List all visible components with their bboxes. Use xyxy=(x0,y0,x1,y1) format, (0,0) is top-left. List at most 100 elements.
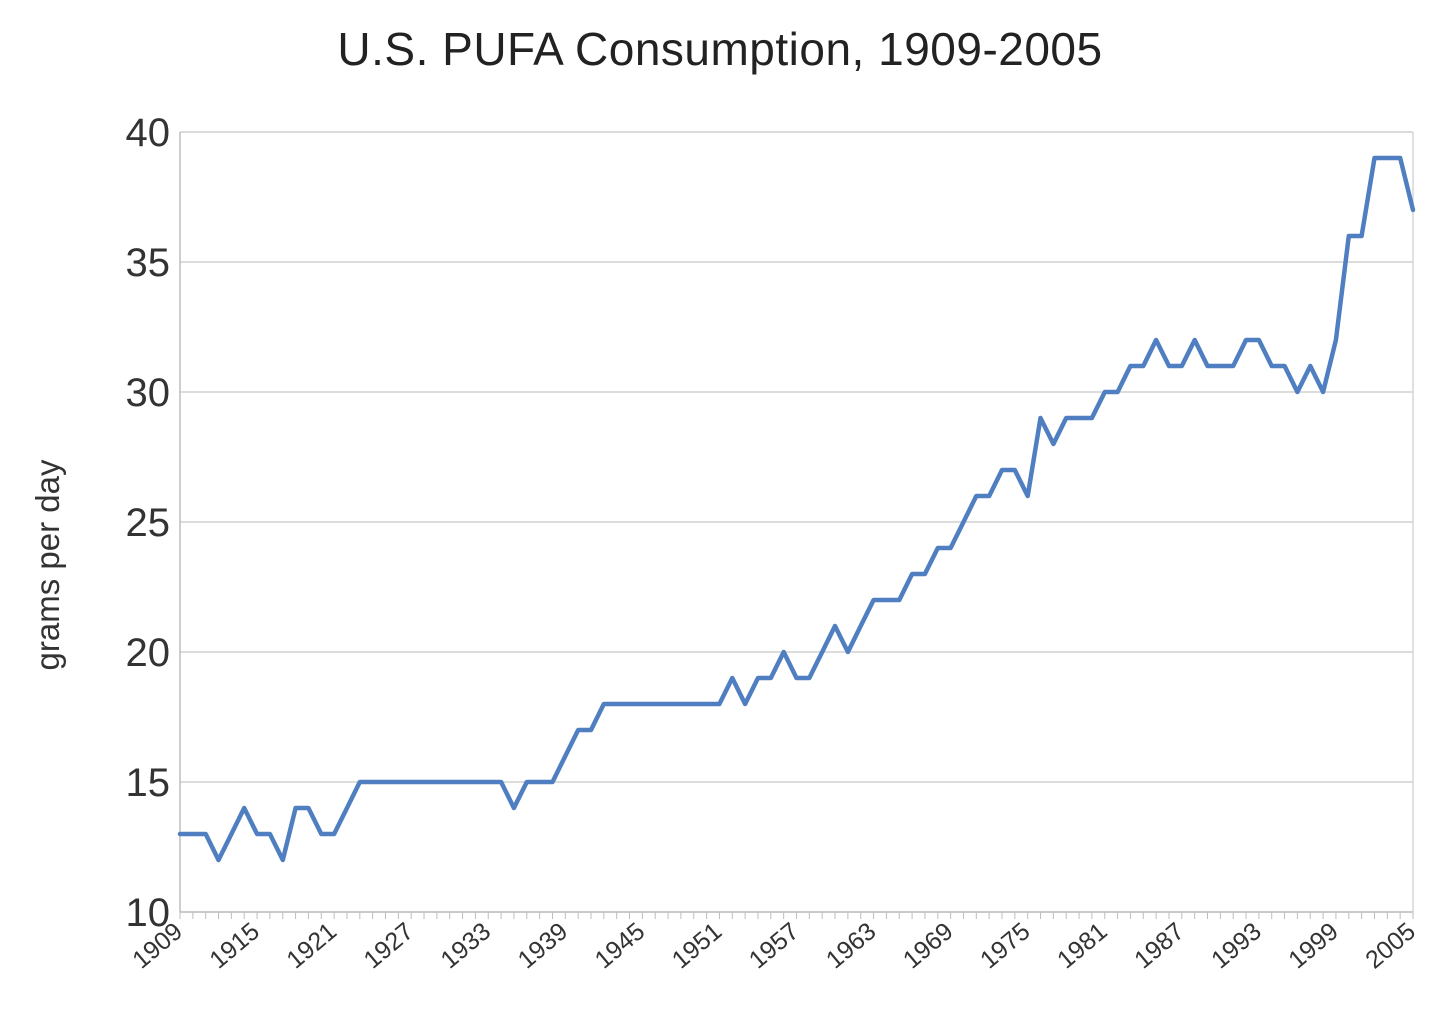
data-point-1988 xyxy=(1193,339,1196,342)
data-point-1930 xyxy=(448,781,451,784)
data-point-1949 xyxy=(692,703,695,706)
data-point-1950 xyxy=(705,703,708,706)
data-point-1935 xyxy=(512,807,515,810)
data-point-2005 xyxy=(1412,209,1415,212)
data-point-1913 xyxy=(230,833,233,836)
series-line-0 xyxy=(177,155,1416,863)
data-point-1993 xyxy=(1257,339,1260,342)
data-point-1917 xyxy=(281,859,284,862)
data-point-1940 xyxy=(577,729,580,732)
data-point-1912 xyxy=(217,859,220,862)
data-point-1990 xyxy=(1219,365,1222,368)
data-point-1960 xyxy=(834,625,837,628)
data-point-1923 xyxy=(358,781,361,784)
x-tick-label-1993: 1993 xyxy=(1206,917,1267,974)
data-point-1918 xyxy=(294,807,297,810)
data-point-1911 xyxy=(204,833,207,836)
data-point-1957 xyxy=(795,677,798,680)
data-point-1952 xyxy=(731,677,734,680)
data-point-1970 xyxy=(962,521,965,524)
series-layer xyxy=(177,155,1416,863)
data-point-2002 xyxy=(1373,157,1376,160)
data-point-1985 xyxy=(1155,339,1158,342)
y-tick-label-30: 30 xyxy=(126,371,171,415)
axes xyxy=(179,132,1414,919)
y-tick-label-15: 15 xyxy=(126,761,171,805)
data-point-2000 xyxy=(1347,235,1350,238)
data-point-2004 xyxy=(1399,157,1402,160)
data-point-1963 xyxy=(872,599,875,602)
data-point-1958 xyxy=(808,677,811,680)
grid-lines xyxy=(180,131,1413,913)
data-point-1914 xyxy=(243,807,246,810)
data-point-1986 xyxy=(1167,365,1170,368)
data-point-1931 xyxy=(461,781,464,784)
x-tick-label-1927: 1927 xyxy=(358,917,419,974)
data-point-1989 xyxy=(1206,365,1209,368)
y-tick-label-25: 25 xyxy=(126,501,171,545)
data-point-1927 xyxy=(410,781,413,784)
data-point-1971 xyxy=(975,495,978,498)
x-tick-label-1969: 1969 xyxy=(898,917,959,974)
data-point-1982 xyxy=(1116,391,1119,394)
y-tick-labels: 10 15 20 25 30 35 40 xyxy=(126,111,171,935)
data-point-1980 xyxy=(1090,417,1093,420)
data-point-1955 xyxy=(769,677,772,680)
data-point-1916 xyxy=(268,833,271,836)
data-point-1995 xyxy=(1283,365,1286,368)
data-point-2001 xyxy=(1360,235,1363,238)
data-point-1919 xyxy=(307,807,310,810)
data-point-1942 xyxy=(602,703,605,706)
data-point-1979 xyxy=(1078,417,1081,420)
data-point-1973 xyxy=(1001,469,1004,472)
data-point-1964 xyxy=(885,599,888,602)
data-point-1944 xyxy=(628,703,631,706)
data-point-1984 xyxy=(1142,365,1145,368)
y-tick-label-10: 10 xyxy=(126,891,171,935)
x-tick-label-1963: 1963 xyxy=(821,917,882,974)
data-point-1926 xyxy=(397,781,400,784)
x-tick-label-2005: 2005 xyxy=(1360,917,1421,974)
data-point-1954 xyxy=(756,677,759,680)
data-point-1922 xyxy=(345,807,348,810)
x-tick-label-1945: 1945 xyxy=(590,917,651,974)
data-point-1921 xyxy=(333,833,336,836)
data-point-1920 xyxy=(320,833,323,836)
data-point-1943 xyxy=(615,703,618,706)
data-point-1974 xyxy=(1013,469,1016,472)
data-point-1975 xyxy=(1026,495,1029,498)
data-point-1978 xyxy=(1065,417,1068,420)
data-point-1929 xyxy=(435,781,438,784)
data-point-1977 xyxy=(1052,443,1055,446)
data-point-1956 xyxy=(782,651,785,654)
data-point-1965 xyxy=(898,599,901,602)
data-point-1948 xyxy=(679,703,682,706)
data-point-1991 xyxy=(1232,365,1235,368)
y-tick-label-20: 20 xyxy=(126,631,171,675)
x-tick-label-1975: 1975 xyxy=(975,917,1036,974)
data-point-1998 xyxy=(1322,391,1325,394)
x-tick-label-1981: 1981 xyxy=(1052,917,1113,974)
data-point-1994 xyxy=(1270,365,1273,368)
data-point-1969 xyxy=(949,547,952,550)
data-point-1925 xyxy=(384,781,387,784)
y-tick-label-35: 35 xyxy=(126,241,171,285)
data-point-1967 xyxy=(923,573,926,576)
data-point-1983 xyxy=(1129,365,1132,368)
x-tick-label-1939: 1939 xyxy=(513,917,574,974)
data-point-1951 xyxy=(718,703,721,706)
data-point-1941 xyxy=(590,729,593,732)
data-point-1945 xyxy=(641,703,644,706)
data-point-1946 xyxy=(654,703,657,706)
x-tick-label-1921: 1921 xyxy=(281,917,342,974)
x-tick-label-1915: 1915 xyxy=(204,917,265,974)
data-point-1981 xyxy=(1103,391,1106,394)
data-point-1992 xyxy=(1245,339,1248,342)
data-point-1987 xyxy=(1180,365,1183,368)
data-point-1938 xyxy=(551,781,554,784)
data-point-1924 xyxy=(371,781,374,784)
data-point-1959 xyxy=(821,651,824,654)
data-point-1909 xyxy=(179,833,182,836)
data-point-1934 xyxy=(500,781,503,784)
data-point-1939 xyxy=(564,755,567,758)
